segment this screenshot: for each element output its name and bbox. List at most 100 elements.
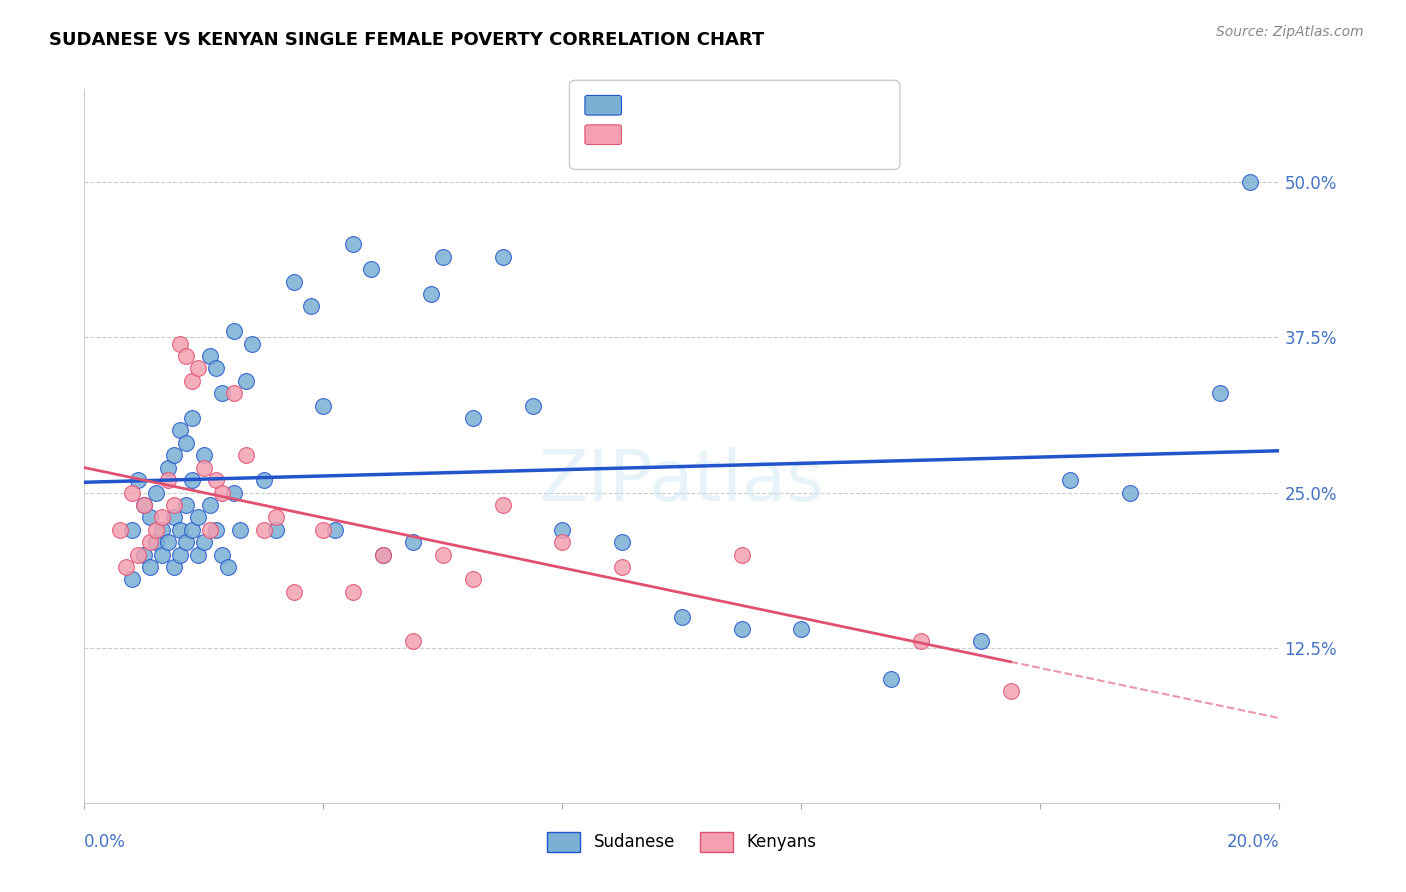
Point	[910, 634, 932, 648]
Point	[492, 498, 515, 512]
Point	[163, 560, 186, 574]
Point	[301, 299, 323, 313]
Point	[342, 584, 364, 599]
Point	[150, 548, 173, 562]
Point	[181, 473, 204, 487]
Text: Source: ZipAtlas.com: Source: ZipAtlas.com	[1216, 25, 1364, 39]
Point	[1239, 175, 1261, 189]
Point	[461, 573, 484, 587]
Point	[205, 473, 228, 487]
Point	[222, 386, 245, 401]
Point	[163, 510, 186, 524]
Point	[205, 361, 228, 376]
Point	[283, 584, 305, 599]
Text: ZIPatlas: ZIPatlas	[538, 447, 825, 516]
Point	[157, 535, 180, 549]
Point	[731, 548, 754, 562]
Text: 20.0%: 20.0%	[1227, 833, 1279, 851]
Point	[264, 523, 287, 537]
Point	[731, 622, 754, 636]
Point	[169, 523, 191, 537]
Point	[139, 535, 162, 549]
Point	[132, 498, 156, 512]
Point	[325, 523, 347, 537]
Point	[145, 535, 167, 549]
Point	[253, 523, 276, 537]
Point	[373, 548, 395, 562]
Point	[150, 510, 173, 524]
Point	[360, 262, 382, 277]
Point	[402, 634, 425, 648]
Point	[211, 548, 233, 562]
Text: 0.0%: 0.0%	[84, 833, 127, 851]
Point	[121, 485, 143, 500]
Point	[880, 672, 903, 686]
Point	[342, 237, 364, 252]
Point	[157, 460, 180, 475]
Point	[264, 510, 287, 524]
Point	[139, 560, 162, 574]
Point	[228, 523, 252, 537]
Point	[432, 548, 454, 562]
Point	[432, 250, 454, 264]
Point	[312, 523, 335, 537]
Point	[1059, 473, 1081, 487]
Point	[551, 523, 574, 537]
Point	[193, 448, 215, 462]
Point	[198, 498, 221, 512]
Point	[187, 361, 209, 376]
Point	[402, 535, 425, 549]
Point	[461, 411, 484, 425]
Point	[121, 573, 143, 587]
Point	[283, 275, 305, 289]
Point	[373, 548, 395, 562]
Point	[132, 548, 156, 562]
Text: SUDANESE VS KENYAN SINGLE FEMALE POVERTY CORRELATION CHART: SUDANESE VS KENYAN SINGLE FEMALE POVERTY…	[49, 31, 765, 49]
Point	[198, 523, 221, 537]
Point	[145, 523, 167, 537]
Point	[174, 535, 197, 549]
Point	[169, 336, 191, 351]
Point	[612, 560, 634, 574]
Point	[235, 448, 257, 462]
Point	[193, 535, 215, 549]
Point	[551, 535, 574, 549]
Point	[181, 523, 204, 537]
Point	[211, 386, 233, 401]
Point	[970, 634, 993, 648]
Point	[181, 374, 204, 388]
Point	[169, 548, 191, 562]
Point	[235, 374, 257, 388]
Point	[492, 250, 515, 264]
Point	[187, 548, 209, 562]
Point	[181, 411, 204, 425]
Point	[671, 609, 693, 624]
Point	[127, 548, 149, 562]
Point	[174, 436, 197, 450]
Point	[174, 498, 197, 512]
Point	[1000, 684, 1022, 698]
Point	[205, 523, 228, 537]
Point	[132, 498, 156, 512]
Point	[198, 349, 221, 363]
Point	[157, 473, 180, 487]
Point	[193, 460, 215, 475]
Point	[420, 287, 443, 301]
Point	[127, 473, 149, 487]
Point	[163, 448, 186, 462]
Point	[253, 473, 276, 487]
Text: R = -0.032   N = 35: R = -0.032 N = 35	[626, 127, 799, 141]
Point	[139, 510, 162, 524]
Point	[522, 399, 544, 413]
Point	[217, 560, 239, 574]
Point	[222, 485, 245, 500]
Point	[790, 622, 813, 636]
Point	[612, 535, 634, 549]
Point	[312, 399, 335, 413]
Point	[187, 510, 209, 524]
Point	[163, 498, 186, 512]
Point	[115, 560, 138, 574]
Point	[150, 523, 173, 537]
Point	[169, 424, 191, 438]
Point	[145, 485, 167, 500]
